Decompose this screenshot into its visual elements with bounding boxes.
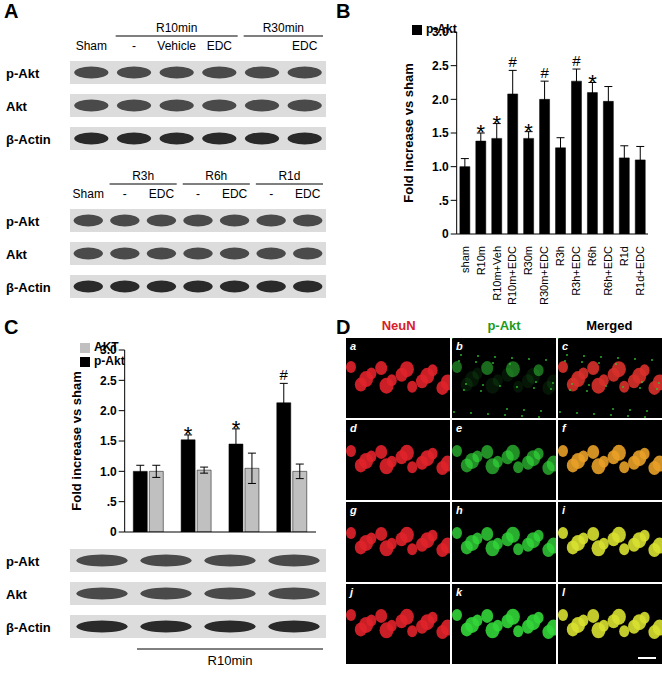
svg-text:Akt: Akt — [6, 587, 28, 602]
svg-text:EDC: EDC — [292, 39, 318, 53]
svg-text:2.0: 2.0 — [432, 93, 449, 107]
svg-text:3.0: 3.0 — [100, 343, 117, 357]
svg-text:0: 0 — [442, 227, 449, 241]
svg-text:-: - — [132, 39, 136, 53]
svg-text:d: d — [350, 422, 357, 434]
svg-text:R1d: R1d — [278, 169, 300, 183]
svg-text:b: b — [456, 340, 463, 352]
svg-text:Akt: Akt — [6, 99, 28, 114]
svg-text:1.0: 1.0 — [100, 465, 117, 479]
svg-text:3.0: 3.0 — [432, 25, 449, 39]
svg-text:i: i — [562, 504, 566, 516]
svg-text:h: h — [456, 504, 463, 516]
svg-text:*: * — [524, 119, 533, 144]
svg-text:Sham: Sham — [73, 187, 104, 201]
svg-text:-: - — [196, 187, 200, 201]
svg-text:*: * — [184, 422, 193, 447]
svg-text:e: e — [456, 422, 462, 434]
svg-text:f: f — [562, 422, 567, 434]
svg-text:.5: .5 — [439, 194, 449, 208]
svg-text:c: c — [562, 340, 568, 352]
svg-text:R10min: R10min — [156, 21, 197, 35]
svg-text:R6h: R6h — [205, 169, 227, 183]
svg-text:2.5: 2.5 — [100, 374, 117, 388]
svg-text:1.5: 1.5 — [100, 434, 117, 448]
svg-text:R1d+EDC: R1d+EDC — [634, 246, 646, 296]
svg-text:R3h: R3h — [132, 169, 154, 183]
svg-text:Sham: Sham — [76, 39, 107, 53]
svg-text:EDC: EDC — [295, 187, 321, 201]
svg-text:Fold increase vs sham: Fold increase vs sham — [401, 63, 416, 202]
svg-text:p-Akt: p-Akt — [6, 554, 40, 569]
svg-text:R6h: R6h — [586, 246, 598, 266]
svg-text:sham: sham — [459, 246, 471, 273]
svg-text:#: # — [540, 64, 549, 81]
svg-text:p-Akt: p-Akt — [6, 214, 40, 229]
svg-text:.5: .5 — [107, 495, 117, 509]
svg-text:#: # — [572, 52, 581, 69]
svg-text:Vehicle: Vehicle — [157, 39, 196, 53]
svg-text:k: k — [456, 586, 463, 598]
svg-text:#: # — [509, 53, 518, 70]
svg-text:R6h+EDC: R6h+EDC — [602, 246, 614, 296]
svg-text:R10m+EDC: R10m+EDC — [506, 246, 518, 305]
svg-text:*: * — [232, 416, 241, 441]
svg-text:g: g — [349, 504, 357, 516]
svg-text:#: # — [280, 366, 289, 383]
svg-text:EDC: EDC — [222, 187, 248, 201]
svg-text:R3h+EDC: R3h+EDC — [570, 246, 582, 296]
svg-text:R30m: R30m — [522, 246, 534, 275]
svg-text:R10m: R10m — [475, 246, 487, 275]
svg-text:-: - — [123, 187, 127, 201]
svg-text:β-Actin: β-Actin — [6, 280, 51, 295]
svg-text:EDC: EDC — [149, 187, 175, 201]
svg-text:EDC: EDC — [207, 39, 233, 53]
svg-text:2.5: 2.5 — [432, 59, 449, 73]
svg-text:l: l — [562, 586, 566, 598]
svg-text:R1d: R1d — [618, 246, 630, 266]
svg-text:R30m+EDC: R30m+EDC — [538, 246, 550, 305]
svg-text:Fold increase vs sham: Fold increase vs sham — [69, 371, 84, 510]
svg-text:-: - — [269, 187, 273, 201]
svg-text:β-Actin: β-Actin — [6, 620, 51, 635]
svg-text:*: * — [588, 70, 597, 95]
svg-text:R10min: R10min — [208, 653, 253, 668]
svg-text:R3h: R3h — [554, 246, 566, 266]
svg-text:p-Akt: p-Akt — [6, 66, 40, 81]
svg-text:Akt: Akt — [6, 247, 28, 262]
svg-text:j: j — [348, 586, 354, 598]
svg-text:R10m+Veh: R10m+Veh — [491, 246, 503, 301]
svg-text:1.0: 1.0 — [432, 160, 449, 174]
svg-text:a: a — [350, 340, 356, 352]
svg-text:1.5: 1.5 — [432, 126, 449, 140]
svg-text:0: 0 — [110, 525, 117, 539]
svg-text:β-Actin: β-Actin — [6, 132, 51, 147]
svg-text:2.0: 2.0 — [100, 404, 117, 418]
svg-text:R30min: R30min — [263, 21, 304, 35]
svg-text:*: * — [492, 111, 501, 136]
svg-text:*: * — [477, 120, 486, 145]
